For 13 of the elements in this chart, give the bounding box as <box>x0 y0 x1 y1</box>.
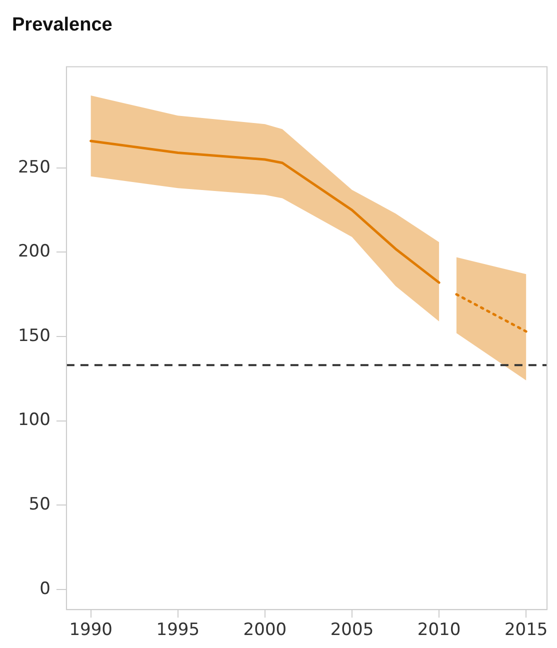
x-tick-label: 1990 <box>69 620 112 640</box>
y-tick-label: 200 <box>18 242 50 262</box>
y-tick-label: 0 <box>40 578 50 599</box>
y-tick-label: 250 <box>18 157 50 178</box>
y-tick-label: 100 <box>18 410 50 430</box>
x-tick-label: 2010 <box>417 620 461 640</box>
x-tick-label: 2005 <box>330 620 374 640</box>
chart-title: Prevalence <box>12 14 112 36</box>
x-tick-label: 1995 <box>156 620 200 640</box>
x-tick-label: 2015 <box>504 620 548 640</box>
x-tick-label: 2000 <box>243 620 287 640</box>
y-tick-label: 150 <box>18 326 50 346</box>
y-tick-label: 50 <box>28 494 50 515</box>
